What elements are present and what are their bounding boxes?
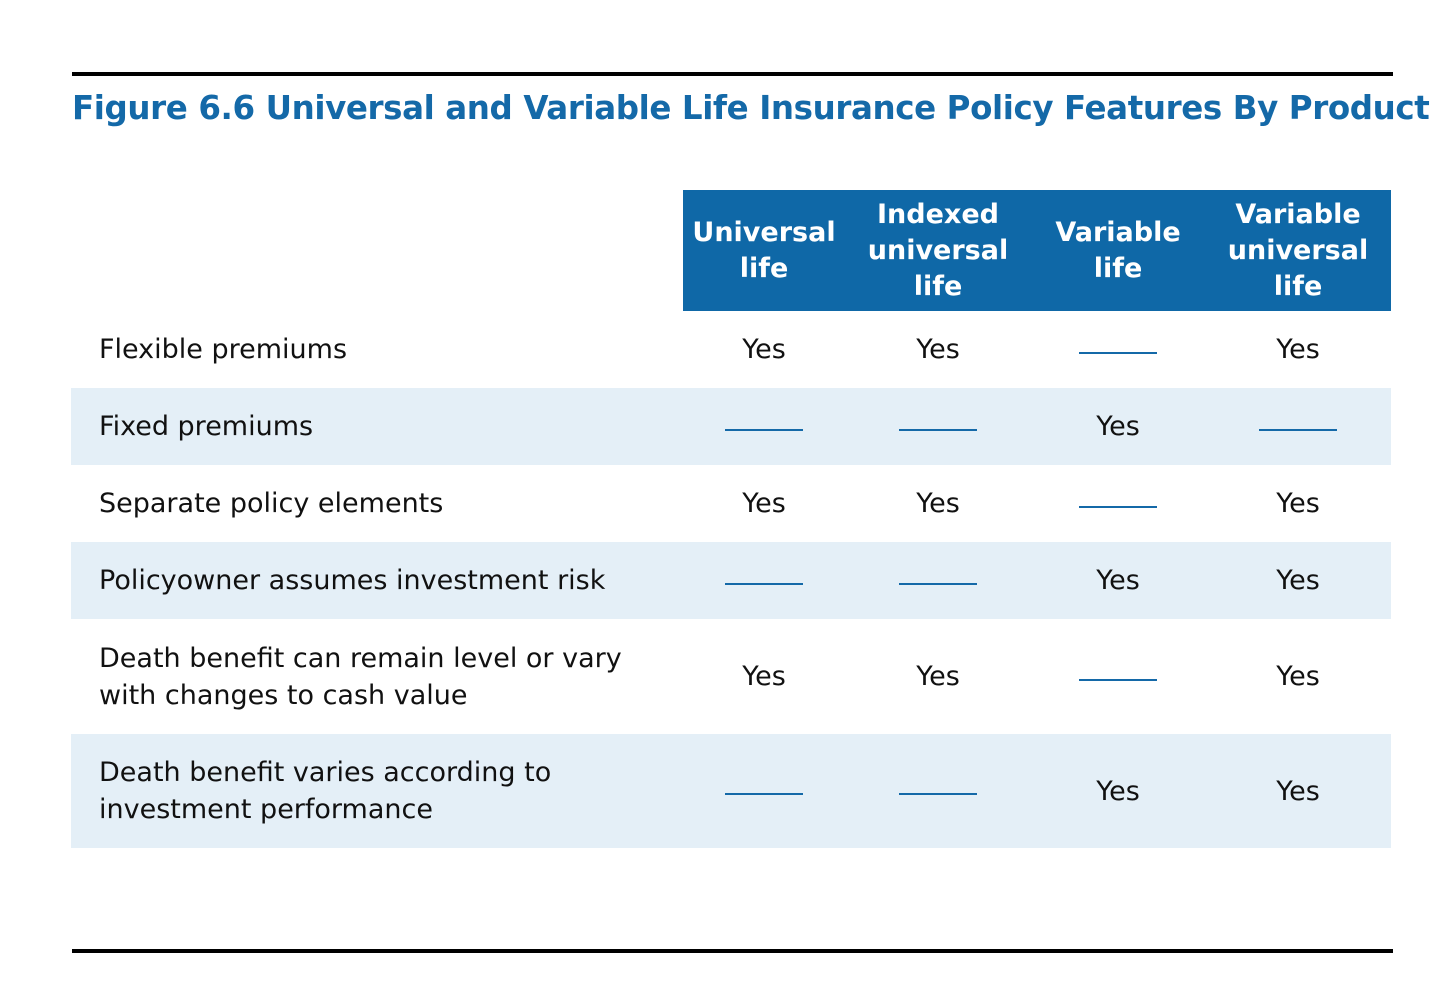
yes-cell: Yes	[1096, 411, 1140, 442]
yes-cell: Yes	[1276, 661, 1320, 692]
yes-cell: Yes	[1276, 334, 1320, 365]
yes-cell: Yes	[1096, 775, 1140, 807]
dash-mark	[1079, 351, 1157, 354]
table-header	[683, 190, 1391, 311]
dash-mark	[1079, 505, 1157, 508]
dash-mark	[899, 793, 977, 795]
col-header-variable-life: Variable life	[1040, 190, 1196, 311]
no-mark-cell	[863, 734, 1013, 848]
row-label: Flexible premiums	[99, 334, 348, 365]
table-row: Flexible premiums Yes Yes Yes	[71, 311, 1391, 388]
col-header-universal-life: Universal life	[683, 190, 845, 311]
col-header-line: life	[739, 252, 789, 284]
row-label: Separate policy elements	[99, 488, 444, 519]
dash-mark	[725, 582, 803, 585]
col-header-line: Variable	[1055, 216, 1181, 248]
table-row: Death benefit varies according to invest…	[71, 734, 1391, 848]
yes-cell: Yes	[1276, 488, 1320, 519]
no-mark-cell	[1043, 311, 1193, 388]
col-header-variable-universal-life: Variable universal life	[1218, 190, 1378, 311]
dash-mark	[725, 428, 803, 431]
dash-mark	[1079, 678, 1157, 681]
no-mark-cell	[1223, 388, 1373, 465]
dash-mark	[1259, 428, 1337, 431]
row-label: Fixed premiums	[99, 411, 314, 442]
col-header-line: universal	[1227, 234, 1369, 266]
col-header-indexed-universal-life: Indexed universal life	[858, 190, 1018, 311]
no-mark-cell	[1043, 619, 1193, 734]
yes-cell: Yes	[916, 334, 960, 365]
no-mark-cell	[689, 734, 839, 848]
no-mark-cell	[689, 542, 839, 619]
table-row: Separate policy elements Yes Yes Yes	[71, 465, 1391, 542]
yes-cell: Yes	[916, 661, 960, 692]
table-row: Policyowner assumes investment risk Yes Ye…	[71, 542, 1391, 619]
yes-cell: Yes	[742, 488, 786, 519]
no-mark-cell	[863, 542, 1013, 619]
no-mark-cell	[689, 388, 839, 465]
yes-cell: Yes	[742, 334, 786, 365]
yes-cell: Yes	[1276, 565, 1320, 596]
yes-cell: Yes	[1276, 775, 1320, 807]
col-header-line: life	[1093, 252, 1143, 284]
yes-cell: Yes	[1096, 565, 1140, 596]
dash-mark	[725, 793, 803, 795]
col-header-line: Universal	[692, 216, 836, 248]
table-row: Fixed premiums Yes	[71, 388, 1391, 465]
col-header-line: Variable	[1235, 198, 1361, 230]
bottom-rule	[72, 949, 1393, 953]
col-header-line: life	[913, 270, 963, 302]
figure-title: Figure 6.6 Universal and Variable Life I…	[72, 89, 1430, 127]
row-label: Death benefit varies according to invest…	[99, 757, 552, 825]
col-header-line: life	[1273, 270, 1323, 302]
yes-cell: Yes	[742, 661, 786, 692]
col-header-line: Indexed	[877, 198, 999, 230]
dash-mark	[899, 582, 977, 585]
row-label: Policyowner assumes investment risk	[99, 565, 606, 596]
table-row: Death benefit can remain level or vary w…	[71, 619, 1391, 734]
yes-cell: Yes	[916, 488, 960, 519]
no-mark-cell	[863, 388, 1013, 465]
row-label: Death benefit can remain level or vary w…	[99, 642, 622, 711]
no-mark-cell	[1043, 465, 1193, 542]
col-header-line: universal	[867, 234, 1009, 266]
top-rule	[72, 72, 1393, 76]
dash-mark	[899, 428, 977, 431]
